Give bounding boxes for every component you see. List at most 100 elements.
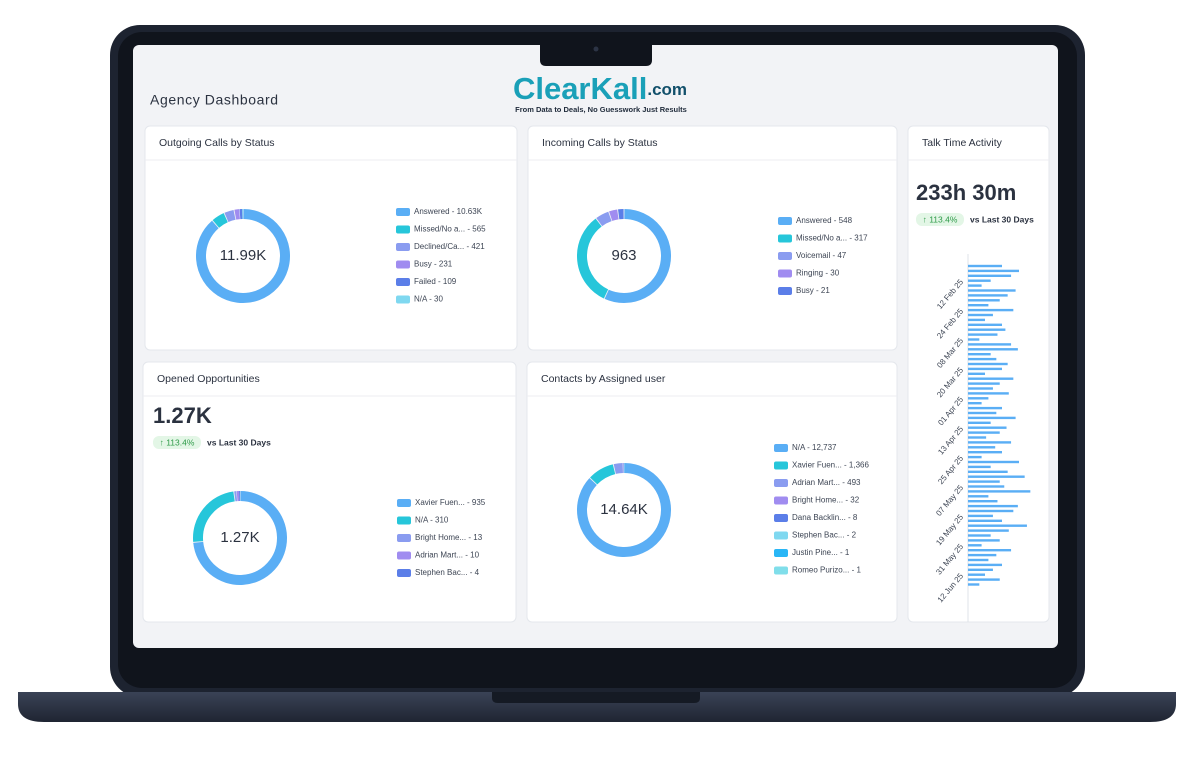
legend-label: Bright Home... - 13 [415, 533, 483, 542]
bar [968, 416, 1016, 420]
legend-swatch [397, 499, 411, 507]
bar [968, 377, 1014, 380]
donut-segment [196, 209, 290, 303]
bar [968, 441, 1012, 444]
bar [968, 504, 1018, 508]
page-title: Agency Dashboard [150, 92, 279, 108]
bar [968, 500, 998, 503]
bar [968, 264, 1002, 268]
bar [968, 490, 1031, 493]
bar [968, 573, 985, 576]
bar [968, 304, 989, 307]
card-title: Outgoing Calls by Status [159, 137, 275, 149]
donut-segment [596, 211, 612, 227]
change-note: vs Last 30 Days [970, 214, 1034, 224]
bar [968, 402, 982, 405]
legend-swatch [396, 243, 410, 251]
bar [968, 446, 996, 449]
bar [968, 485, 1005, 488]
legend-swatch [778, 252, 792, 260]
card-title: Incoming Calls by Status [542, 137, 658, 149]
legend-swatch [396, 208, 410, 216]
donut-segment [604, 209, 671, 303]
bar [968, 480, 1000, 483]
legend-label: Answered - 10.63K [414, 207, 483, 216]
bar [968, 539, 1000, 542]
bar [968, 514, 993, 518]
legend-label: Stephen Bac... - 2 [792, 531, 857, 540]
legend-label: Bright Home... - 32 [792, 496, 860, 505]
bar [968, 289, 1016, 292]
legend-swatch [397, 516, 411, 525]
legend-label: Dana Backlin... - 8 [792, 513, 858, 522]
bar [968, 568, 993, 571]
legend-label: N/A - 12,737 [792, 443, 837, 452]
bar [968, 397, 989, 400]
legend-swatch [774, 531, 788, 540]
bar [968, 392, 1009, 395]
donut-center-label: 963 [611, 247, 636, 264]
change-badge [916, 213, 964, 226]
bar [968, 529, 1009, 532]
card-title: Talk Time Activity [922, 137, 1003, 149]
tagline: From Data to Deals, No Guesswork Just Re… [515, 105, 687, 114]
legend-swatch [778, 234, 792, 243]
legend-label: N/A - 30 [414, 295, 443, 304]
legend-swatch [774, 549, 788, 557]
legend-label: Xavier Fuen... - 935 [415, 498, 486, 507]
bar [968, 519, 1002, 522]
legend-label: Stephen Bac... - 4 [415, 568, 480, 577]
bar [968, 294, 1008, 297]
donut-segment [577, 463, 671, 557]
donut-segment [577, 218, 609, 299]
bar [968, 431, 1000, 434]
legend-swatch [396, 295, 410, 304]
bar [968, 367, 1002, 371]
bar [968, 460, 1019, 464]
donut-center-label: 14.64K [600, 501, 648, 518]
legend-label: Justin Pine... - 1 [792, 548, 850, 557]
legend-swatch [396, 225, 410, 234]
bar [968, 544, 982, 547]
bar [968, 279, 991, 282]
bar [968, 328, 1006, 331]
change-value: ↑ 113.4% [160, 437, 195, 447]
donut-segment [212, 213, 228, 228]
legend-label: Adrian Mart... - 10 [415, 551, 480, 560]
donut-segment [590, 464, 616, 485]
bar [968, 323, 1002, 326]
bar [968, 338, 980, 341]
bar [968, 549, 1012, 552]
legend-swatch [397, 534, 411, 542]
bar [968, 318, 985, 322]
legend-swatch [396, 278, 410, 286]
legend-swatch [397, 551, 411, 560]
donut-segment [193, 491, 235, 542]
bar [968, 313, 993, 317]
bar [968, 299, 1000, 302]
legend-label: Failed - 109 [414, 277, 457, 286]
bar [968, 284, 982, 287]
bar [968, 583, 980, 586]
bar [968, 362, 1008, 366]
legend-label: Missed/No a... - 565 [414, 225, 486, 234]
cards: Outgoing Calls by Status Answered - 10.63… [142, 125, 1050, 623]
bar [968, 436, 987, 439]
legend-swatch [774, 566, 788, 575]
legend-swatch [774, 514, 788, 522]
bar [968, 382, 1000, 385]
legend-label: Xavier Fuen... - 1,366 [792, 461, 869, 470]
bar [968, 563, 1002, 567]
legend-swatch [774, 461, 788, 470]
legend-label: Voicemail - 47 [796, 251, 847, 260]
legend-swatch [774, 479, 788, 487]
bar [968, 553, 997, 557]
bar [968, 387, 993, 390]
bar [968, 534, 991, 537]
legend-label: Declined/Ca... - 421 [414, 242, 485, 251]
bar [968, 421, 991, 424]
legend-swatch [396, 260, 410, 269]
donut-segment [609, 209, 619, 221]
